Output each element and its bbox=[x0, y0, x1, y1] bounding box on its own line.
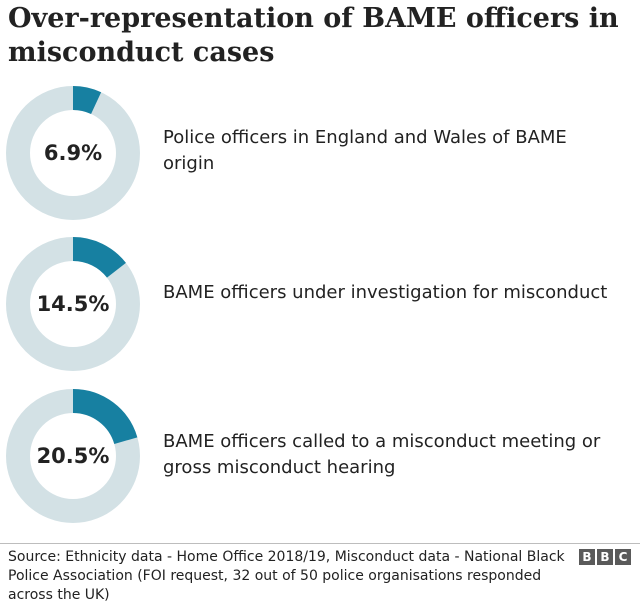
donut-arc bbox=[72, 237, 126, 279]
donut-row-1: 6.9% Police officers in England and Wale… bbox=[0, 86, 640, 226]
source-note: Source: Ethnicity data - Home Office 201… bbox=[8, 549, 565, 603]
donut-row-3: 20.5% BAME officers called to a miscondu… bbox=[0, 389, 640, 529]
donut-row-2: 14.5% BAME officers under investigation … bbox=[0, 237, 640, 377]
bbc-logo: B B C bbox=[579, 549, 631, 565]
donut-arc bbox=[72, 389, 138, 445]
bbc-logo-letter: B bbox=[579, 549, 595, 565]
bbc-logo-letter: C bbox=[615, 549, 631, 565]
donut-description: BAME officers under investigation for mi… bbox=[163, 282, 608, 303]
donut-chart-2 bbox=[6, 237, 140, 371]
donut-description: BAME officers called to a misconduct mee… bbox=[163, 431, 601, 478]
chart-title: Over-representation of BAME officers in … bbox=[8, 3, 619, 68]
footer-divider bbox=[0, 543, 640, 544]
donut-chart-1 bbox=[6, 86, 140, 220]
donut-arc bbox=[72, 86, 102, 115]
donut-description: Police officers in England and Wales of … bbox=[163, 127, 567, 174]
donut-chart-3 bbox=[6, 389, 140, 523]
donut-value-label: 14.5% bbox=[36, 292, 110, 316]
donut-value-label: 20.5% bbox=[36, 444, 110, 468]
bbc-logo-letter: B bbox=[597, 549, 613, 565]
donut-value-label: 6.9% bbox=[43, 141, 103, 165]
